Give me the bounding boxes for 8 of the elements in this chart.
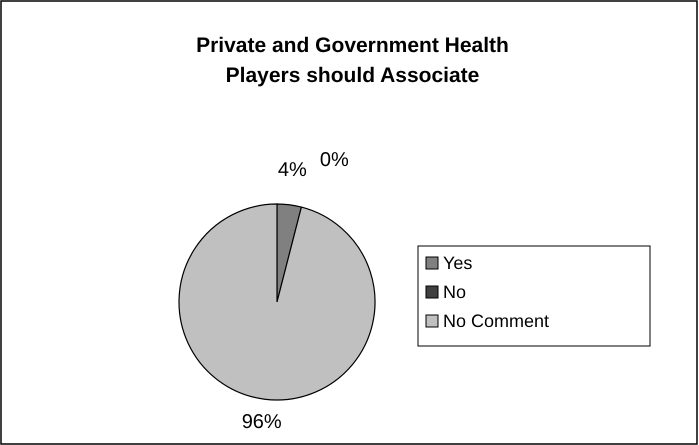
legend-label: Yes [443, 253, 472, 273]
pie-slice [178, 203, 376, 400]
data-label: 96% [242, 411, 282, 434]
data-label: 4% [278, 159, 307, 182]
text: 0% [320, 149, 349, 172]
legend-label: No Comment [443, 311, 550, 331]
legend-label: No [443, 282, 466, 302]
chart-title: Private and Government Health Players should Associate [196, 34, 509, 87]
